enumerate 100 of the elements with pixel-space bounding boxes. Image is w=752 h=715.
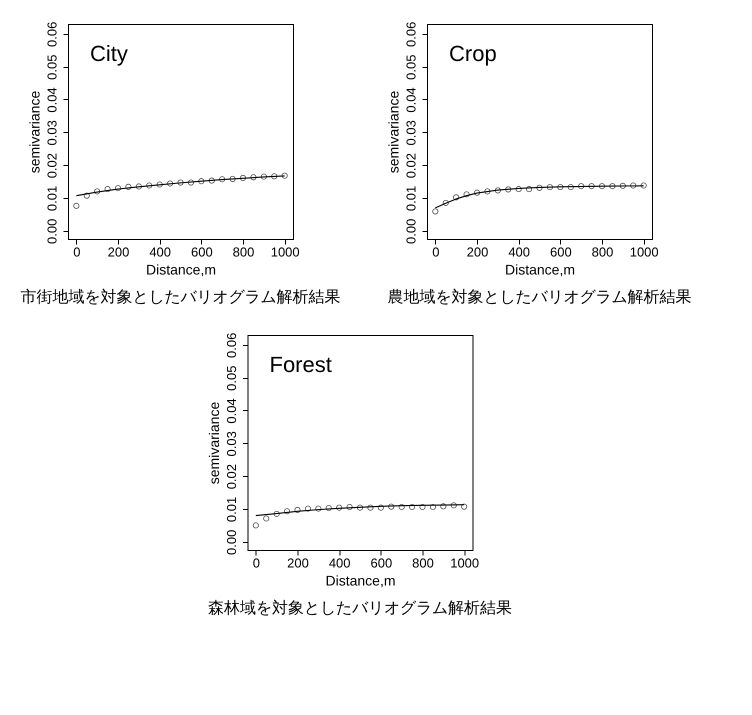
- point: [84, 192, 90, 199]
- y-tick-label: 0.03: [404, 120, 418, 146]
- x-axis-title: Distance,m: [146, 262, 216, 278]
- point: [557, 184, 564, 190]
- point: [136, 183, 142, 190]
- point: [432, 208, 438, 214]
- y-tick-label: 0.00: [404, 218, 418, 244]
- y-tick-label: 0.04: [44, 87, 60, 113]
- x-tick-label: 400: [328, 556, 351, 570]
- point: [263, 515, 270, 522]
- x-axis-title: Distance,m: [325, 572, 396, 588]
- point: [114, 185, 122, 192]
- point: [230, 176, 236, 182]
- point: [440, 503, 446, 510]
- text: City: [90, 41, 128, 66]
- point: [346, 504, 353, 510]
- y-tick-label: 0.01: [224, 496, 239, 522]
- y-tick-label: 0.04: [224, 398, 239, 424]
- x-tick-label: 600: [370, 556, 392, 570]
- y-tick-label: 0.06: [44, 22, 60, 48]
- x-tick-label: 1000: [630, 244, 659, 260]
- point: [609, 183, 616, 190]
- x-tick-label: 0: [252, 556, 260, 570]
- point: [146, 182, 152, 189]
- point: [588, 183, 595, 190]
- y-tick-label: 0.01: [44, 186, 60, 212]
- point: [240, 174, 246, 181]
- x-tick-label: 600: [550, 244, 572, 260]
- point: [156, 181, 163, 188]
- point: [536, 184, 543, 191]
- y-axis-title: semivariance: [206, 402, 222, 484]
- point: [73, 202, 80, 209]
- point: [336, 504, 342, 511]
- point: [356, 504, 364, 511]
- point: [252, 522, 259, 528]
- point: [271, 173, 278, 180]
- y-tick-label: 0.05: [224, 366, 239, 391]
- point: [484, 188, 490, 194]
- y-tick-label: 0.02: [44, 152, 60, 178]
- point: [260, 174, 267, 180]
- point: [546, 184, 553, 190]
- x-tick-label: 400: [508, 244, 530, 260]
- point: [104, 186, 111, 192]
- point: [398, 504, 405, 510]
- point: [367, 504, 374, 511]
- point: [284, 508, 290, 514]
- x-tick-label: 200: [108, 244, 130, 260]
- y-tick-label: 0.02: [404, 152, 418, 178]
- point: [526, 186, 532, 192]
- point: [474, 190, 480, 196]
- y-tick-label: 0.06: [404, 22, 418, 48]
- point: [409, 504, 416, 510]
- point: [516, 186, 522, 192]
- point: [442, 200, 449, 206]
- x-tick-label: 200: [466, 244, 488, 260]
- point: [208, 178, 215, 184]
- y-tick-label: 0.06: [224, 332, 239, 358]
- y-tick-label: 0.05: [404, 54, 418, 80]
- point: [177, 180, 184, 186]
- point: [430, 504, 436, 510]
- text: 農地域を対象としたバリオグラム解析結果: [388, 288, 692, 306]
- text: Forest: [270, 352, 332, 377]
- point: [388, 504, 394, 510]
- x-tick-label: 0: [432, 244, 440, 260]
- point: [494, 187, 501, 194]
- point: [94, 188, 100, 194]
- point: [630, 182, 636, 189]
- y-tick-label: 0.00: [44, 218, 60, 244]
- x-tick-label: 800: [412, 556, 434, 570]
- point: [461, 504, 468, 510]
- x-tick-label: 600: [190, 244, 213, 260]
- x-axis-title: Distance,m: [504, 262, 576, 278]
- text: 森林域を対象としたバリオグラム解析結果: [208, 599, 512, 617]
- x-tick-label: 800: [232, 244, 254, 260]
- point: [250, 174, 256, 180]
- point: [274, 510, 280, 517]
- y-tick-label: 0.03: [224, 431, 239, 456]
- point: [326, 504, 332, 512]
- y-tick-label: 0.03: [44, 120, 60, 146]
- x-tick-label: 1000: [450, 556, 480, 570]
- point: [188, 180, 194, 186]
- y-tick-label: 0.02: [224, 464, 239, 490]
- point: [578, 183, 584, 190]
- x-tick-label: 800: [592, 244, 614, 260]
- y-axis-title: semivariance: [386, 90, 402, 174]
- point: [304, 506, 311, 512]
- y-tick-label: 0.01: [404, 186, 418, 212]
- y-tick-label: 0.00: [224, 530, 239, 555]
- text: Crop: [449, 41, 497, 66]
- y-tick-label: 0.05: [44, 54, 60, 80]
- point: [620, 182, 626, 189]
- point: [598, 183, 606, 190]
- point: [419, 504, 426, 510]
- y-axis-title: semivariance: [26, 90, 42, 174]
- point: [505, 186, 512, 192]
- point: [294, 506, 301, 513]
- y-tick-label: 0.04: [404, 87, 418, 113]
- point: [453, 194, 460, 200]
- point: [568, 184, 574, 190]
- point: [464, 191, 470, 198]
